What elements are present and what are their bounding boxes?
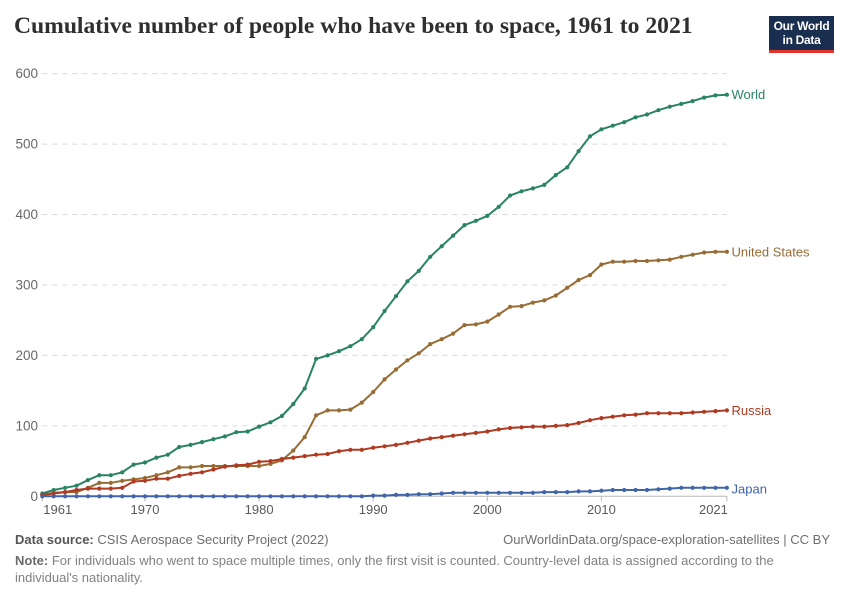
svg-text:500: 500 — [15, 137, 38, 152]
svg-text:1990: 1990 — [359, 502, 388, 517]
svg-text:1970: 1970 — [131, 502, 160, 517]
svg-text:400: 400 — [15, 207, 38, 222]
svg-text:100: 100 — [15, 418, 38, 433]
svg-text:Russia: Russia — [732, 403, 773, 418]
svg-text:1980: 1980 — [245, 502, 274, 517]
svg-text:1961: 1961 — [43, 502, 72, 517]
svg-text:United States: United States — [732, 244, 811, 259]
svg-text:600: 600 — [15, 66, 38, 81]
svg-text:2021: 2021 — [699, 502, 728, 517]
svg-text:2000: 2000 — [473, 502, 502, 517]
svg-text:0: 0 — [30, 489, 38, 504]
svg-text:2010: 2010 — [587, 502, 616, 517]
svg-text:300: 300 — [15, 278, 38, 293]
svg-text:200: 200 — [15, 348, 38, 363]
svg-text:World: World — [732, 87, 766, 102]
svg-text:Japan: Japan — [732, 481, 767, 496]
